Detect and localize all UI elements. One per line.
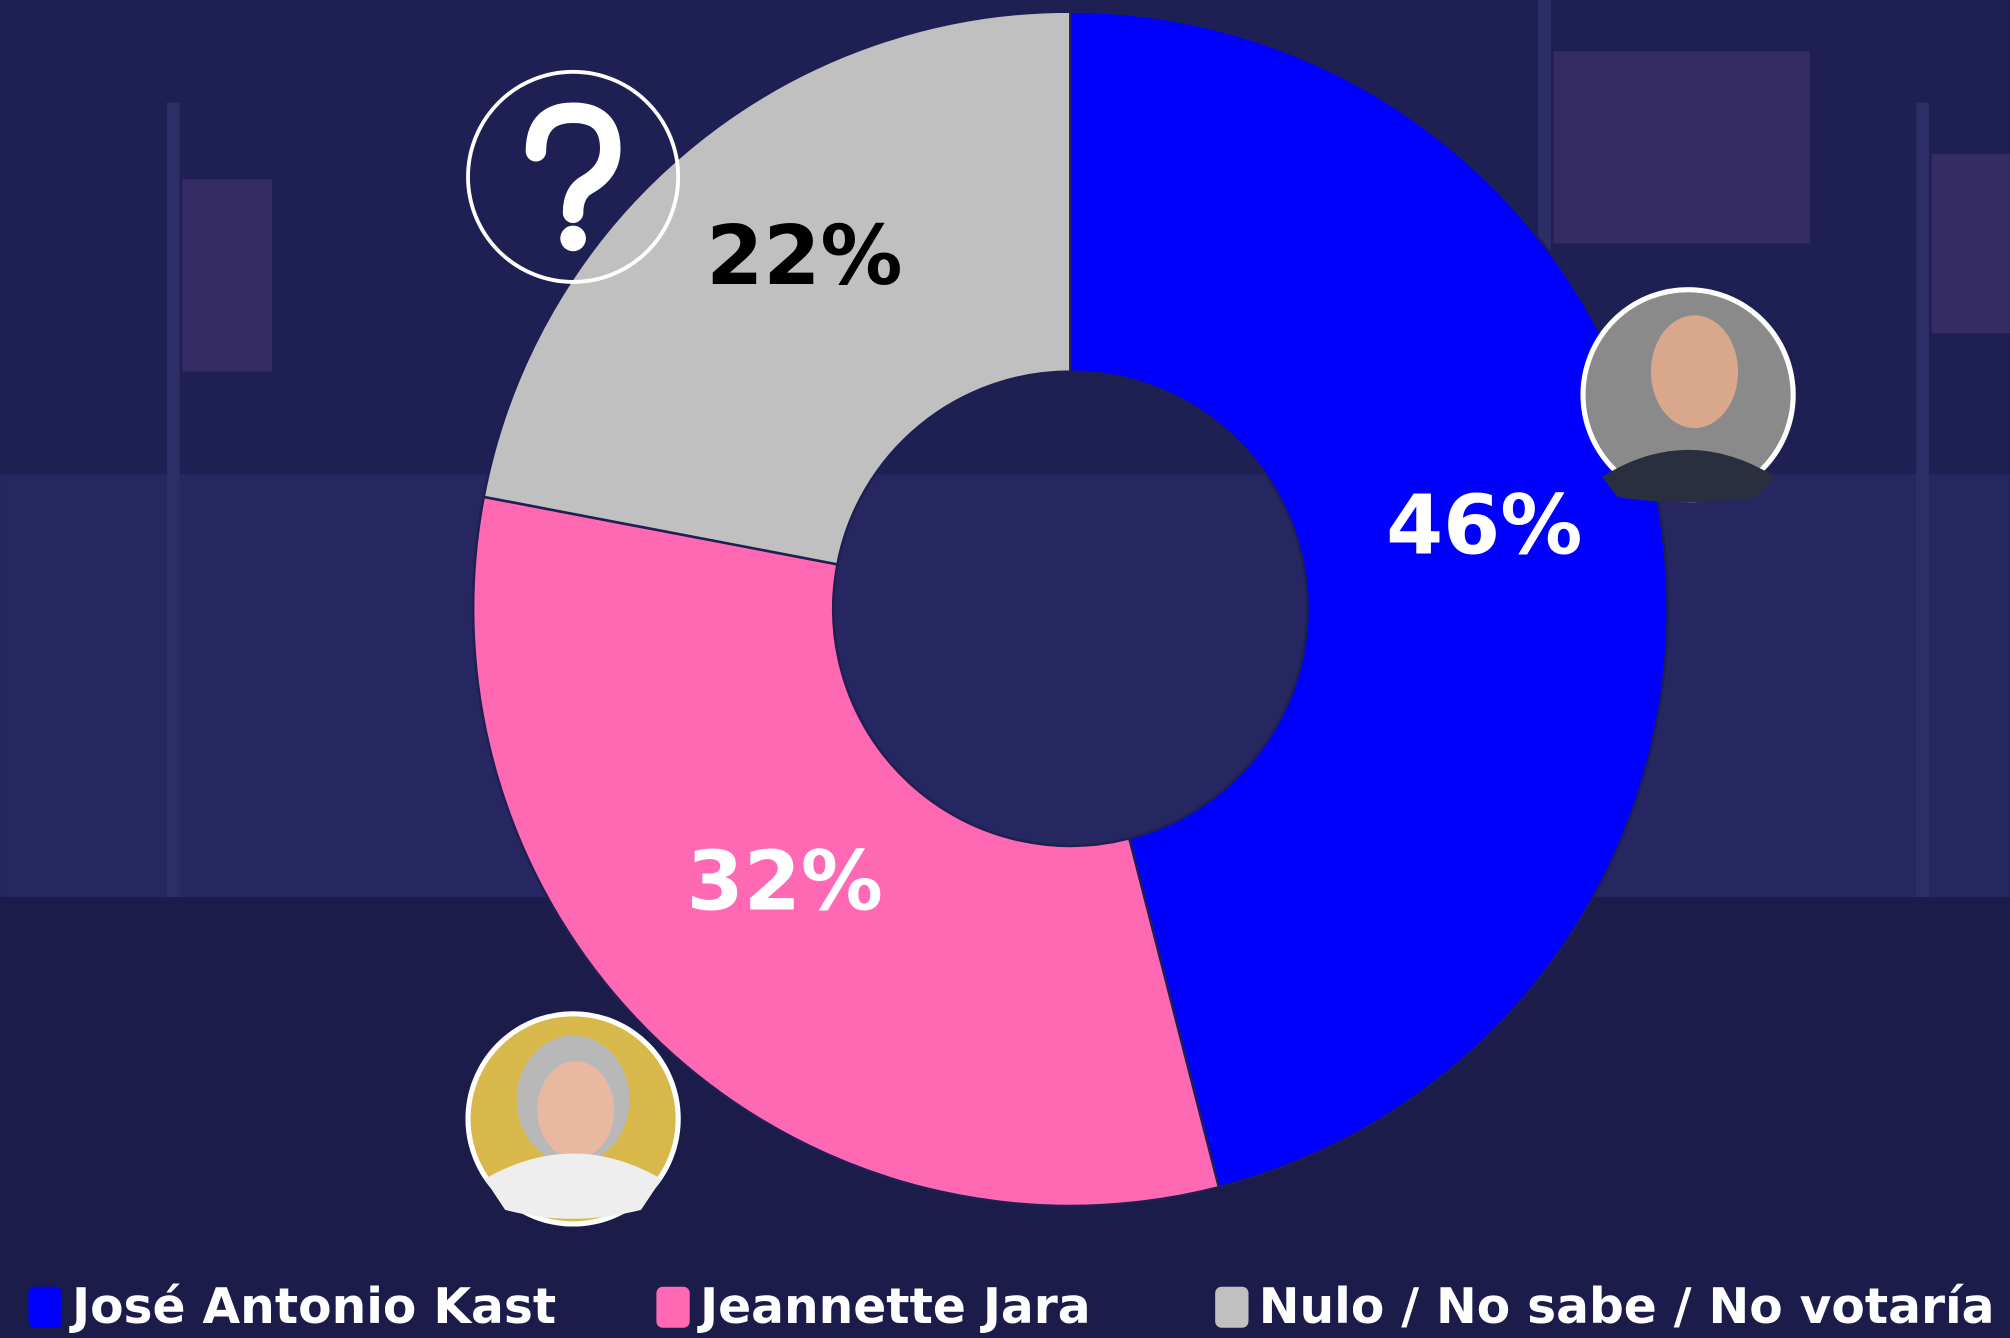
- legend-swatch: [1215, 1286, 1249, 1328]
- legend-label: Jeannette Jara: [697, 1279, 1091, 1335]
- legend-swatch: [28, 1286, 62, 1328]
- slice-label: 22%: [706, 209, 902, 304]
- legend-label: José Antonio Kast: [69, 1279, 556, 1335]
- avatar-kast: [1580, 287, 1796, 503]
- donut: [471, 10, 1669, 1208]
- slice: [482, 10, 1072, 566]
- legend: José Antonio Kast Jeannette Jara Nulo / No…: [28, 1279, 1995, 1335]
- slice-label: 46%: [1386, 478, 1582, 573]
- slice: [1069, 10, 1669, 1189]
- slice-label: 32%: [687, 835, 883, 930]
- legend-swatch: [656, 1286, 690, 1328]
- unknown-icon: [466, 69, 681, 284]
- slice: [471, 495, 1221, 1208]
- avatar-jara: [465, 1011, 681, 1227]
- legend-label: Nulo / No sabe / No votaría: [1259, 1279, 1995, 1335]
- data-labels: 46% 32% 22%: [687, 209, 1583, 930]
